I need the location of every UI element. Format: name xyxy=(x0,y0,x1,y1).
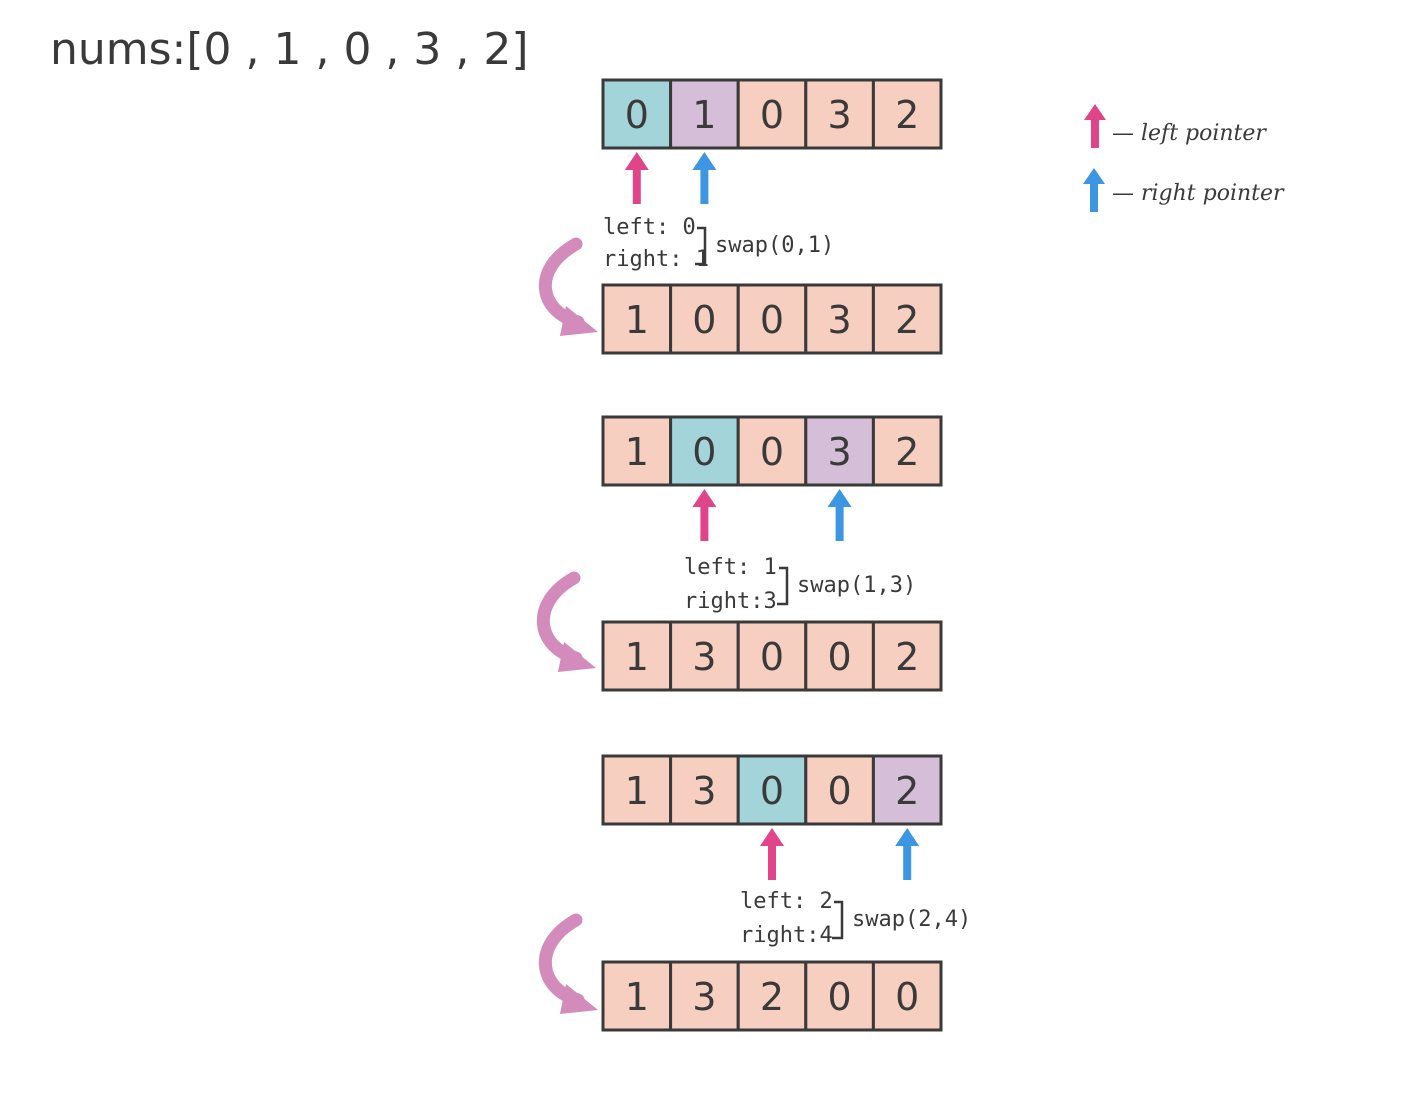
cell-value: 3 xyxy=(828,298,852,342)
right-pointer-arrow-icon xyxy=(895,828,920,880)
cell-value: 0 xyxy=(760,298,784,342)
curved-arrow-icon xyxy=(539,237,598,336)
array-cell xyxy=(601,78,673,150)
array-cell xyxy=(669,620,740,692)
cell-value: 0 xyxy=(828,635,852,679)
array-cell xyxy=(736,415,808,487)
array-cell xyxy=(871,78,943,150)
array-rows: 0 1 0 3 21 0 0 3 21 0 0 3 21 3 0 0 21 3 0 0 21 3 2 0 0 xyxy=(601,78,943,1032)
cell-value: 2 xyxy=(895,430,919,474)
array-cell xyxy=(804,754,875,826)
step-left-label: left: 0 xyxy=(603,215,696,240)
cell-value: 3 xyxy=(692,635,716,679)
array-cell xyxy=(601,960,673,1032)
step-right-label: right:4 xyxy=(740,923,833,948)
cell-value: 1 xyxy=(625,298,649,342)
step-annotation-2: left: 1 right:3 swap(1,3) xyxy=(684,555,916,614)
cell-value: 2 xyxy=(760,975,784,1019)
right-pointer-legend-label: — right pointer xyxy=(1112,181,1285,206)
cell-value: 0 xyxy=(760,769,784,813)
cell-value: 3 xyxy=(692,975,716,1019)
left-pointer-legend-icon xyxy=(1084,104,1106,148)
nums-title: nums:[0 , 1 , 0 , 3 , 2] xyxy=(50,24,529,75)
left-pointer-legend-label: — left pointer xyxy=(1112,121,1267,146)
step-left-label: left: 2 xyxy=(740,889,833,914)
bracket-icon xyxy=(777,566,789,606)
curved-arrow-icon xyxy=(537,571,596,672)
right-pointer-arrow-icon xyxy=(827,489,852,541)
curved-arrow-icon xyxy=(539,913,598,1014)
cell-value: 1 xyxy=(625,430,649,474)
step-left-label: left: 1 xyxy=(684,555,777,580)
array-cell xyxy=(871,754,943,826)
array-cell xyxy=(601,283,673,355)
array-cell xyxy=(804,620,875,692)
cell-value: 2 xyxy=(895,635,919,679)
cell-value: 0 xyxy=(625,93,649,137)
array-cell xyxy=(804,78,875,150)
cell-value: 1 xyxy=(625,975,649,1019)
array-cell xyxy=(736,960,808,1032)
cell-value: 0 xyxy=(760,635,784,679)
cell-value: 1 xyxy=(692,93,716,137)
array-cell xyxy=(669,960,740,1032)
array-cell xyxy=(804,283,875,355)
cell-value: 2 xyxy=(895,298,919,342)
swap-label: swap(1,3) xyxy=(797,573,916,598)
array-cell xyxy=(736,620,808,692)
array-cell xyxy=(736,754,808,826)
cell-value: 2 xyxy=(895,93,919,137)
cell-value: 3 xyxy=(828,430,852,474)
right-pointer-legend-icon xyxy=(1083,168,1105,212)
array-cell xyxy=(871,283,943,355)
array-cell xyxy=(871,960,943,1032)
array-cell xyxy=(871,620,943,692)
array-cell xyxy=(871,415,943,487)
step-annotation-1: left: 0 right: 1 swap(0,1) xyxy=(603,215,834,272)
swap-label: swap(0,1) xyxy=(715,233,834,258)
cell-value: 0 xyxy=(828,769,852,813)
array-cell xyxy=(804,415,875,487)
pointer-arrows xyxy=(624,152,920,880)
cell-value: 1 xyxy=(625,769,649,813)
bracket-icon xyxy=(832,900,844,940)
cell-value: 2 xyxy=(895,769,919,813)
cell-value: 3 xyxy=(692,769,716,813)
cell-value: 0 xyxy=(760,430,784,474)
cell-value: 0 xyxy=(828,975,852,1019)
array-cell xyxy=(601,754,673,826)
array-cell xyxy=(736,283,808,355)
left-pointer-arrow-icon xyxy=(692,489,717,541)
legend: — left pointer — right pointer xyxy=(1083,104,1285,212)
cell-value: 0 xyxy=(895,975,919,1019)
cell-value: 0 xyxy=(692,430,716,474)
array-cell xyxy=(804,960,875,1032)
cell-value: 3 xyxy=(828,93,852,137)
bracket-icon xyxy=(695,226,707,266)
left-pointer-arrow-icon xyxy=(624,152,649,204)
left-pointer-arrow-icon xyxy=(760,828,784,880)
step-right-label: right:3 xyxy=(684,589,777,614)
right-pointer-arrow-icon xyxy=(692,152,717,204)
cell-value: 1 xyxy=(625,635,649,679)
cell-value: 0 xyxy=(692,298,716,342)
step-right-label: right: 1 xyxy=(603,247,709,272)
swap-label: swap(2,4) xyxy=(852,907,971,932)
cell-value: 0 xyxy=(760,93,784,137)
array-cell xyxy=(669,78,740,150)
step-annotation-3: left: 2 right:4 swap(2,4) xyxy=(740,889,971,948)
